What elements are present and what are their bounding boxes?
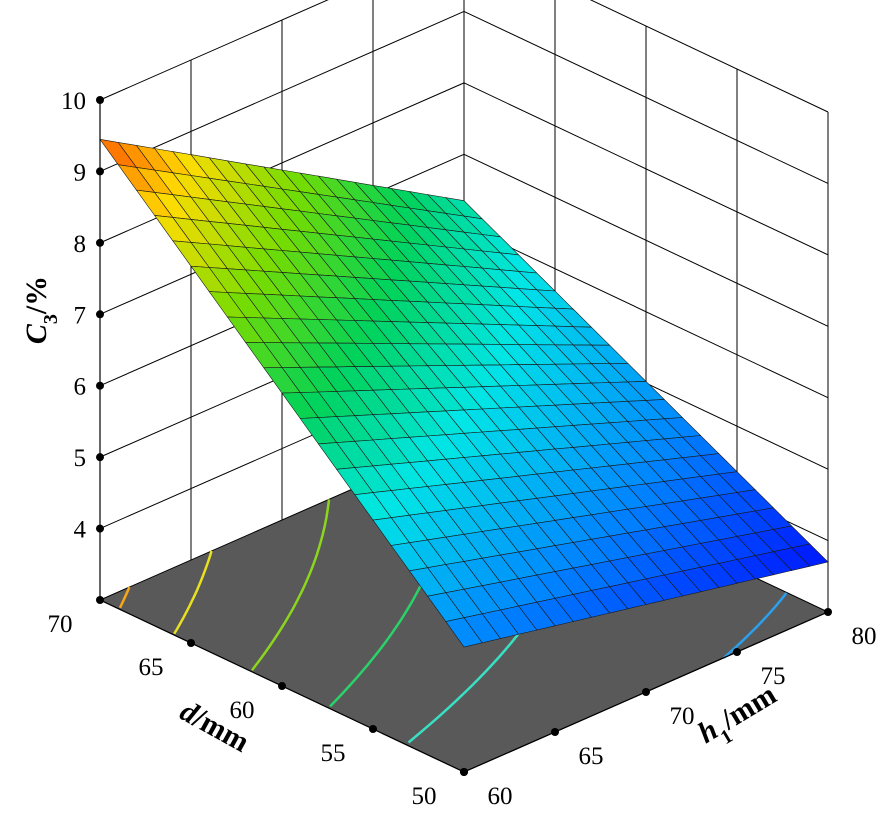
- z-tick-label: 10: [61, 88, 86, 115]
- h1-tick-dot: [460, 768, 468, 776]
- d-tick-dot: [369, 725, 377, 733]
- wall-grid-line: [99, 10, 465, 172]
- z-tick-label: 8: [74, 231, 87, 258]
- wall-grid-line: [463, 225, 829, 399]
- d-tick-dot: [96, 596, 104, 604]
- z-tick-label: 9: [74, 159, 87, 186]
- z-tick-label: 4: [74, 517, 87, 544]
- contour-line: [723, 592, 788, 659]
- z-axis-label: C3/%: [20, 276, 62, 344]
- h1-tick-dot: [824, 608, 832, 616]
- d-tick-dot: [278, 682, 286, 690]
- contour-line: [251, 499, 331, 671]
- wall-grid-line: [99, 0, 329, 101]
- d-tick-label: 55: [321, 740, 346, 767]
- h1-tick-dot: [642, 688, 650, 696]
- z-tick-dot: [96, 96, 104, 104]
- d-tick-label: 70: [48, 611, 73, 638]
- front-axes: [96, 96, 832, 776]
- response-surface: [99, 138, 829, 648]
- z-tick-dot: [96, 453, 104, 462]
- z-tick-dot: [96, 524, 104, 533]
- h1-tick-label: 75: [761, 663, 786, 690]
- h1-tick-label: 60: [488, 783, 513, 810]
- h1-tick-label: 70: [670, 703, 695, 730]
- wall-grid-line: [463, 10, 829, 184]
- z-tick-label: 6: [74, 374, 87, 401]
- d-tick-label: 60: [230, 697, 255, 724]
- z-tick-dot: [96, 310, 104, 319]
- d-tick-label: 50: [412, 783, 437, 810]
- z-tick-dot: [96, 381, 104, 390]
- d-tick-label: 65: [139, 654, 164, 681]
- h1-tick-dot: [733, 648, 741, 656]
- wall-grid-line: [463, 153, 829, 327]
- wall-grid-line: [589, 0, 829, 113]
- tick-labels: 4 5 6 7 8 9 10 50 55 60 65 70 60 65 70 75 80: [48, 88, 877, 810]
- z-tick-label: 7: [74, 302, 87, 329]
- h1-tick-label: 80: [852, 623, 877, 650]
- z-tick-dot: [96, 167, 104, 176]
- wall-grid-line: [463, 82, 829, 256]
- h1-tick-label: 65: [579, 743, 604, 770]
- d-tick-dot: [187, 639, 195, 647]
- contour-line: [118, 586, 131, 609]
- z-tick-label: 5: [74, 445, 87, 472]
- z-tick-dot: [96, 238, 104, 247]
- h1-tick-dot: [551, 728, 559, 736]
- contour-line: [173, 550, 213, 635]
- surface-cell: [445, 617, 483, 648]
